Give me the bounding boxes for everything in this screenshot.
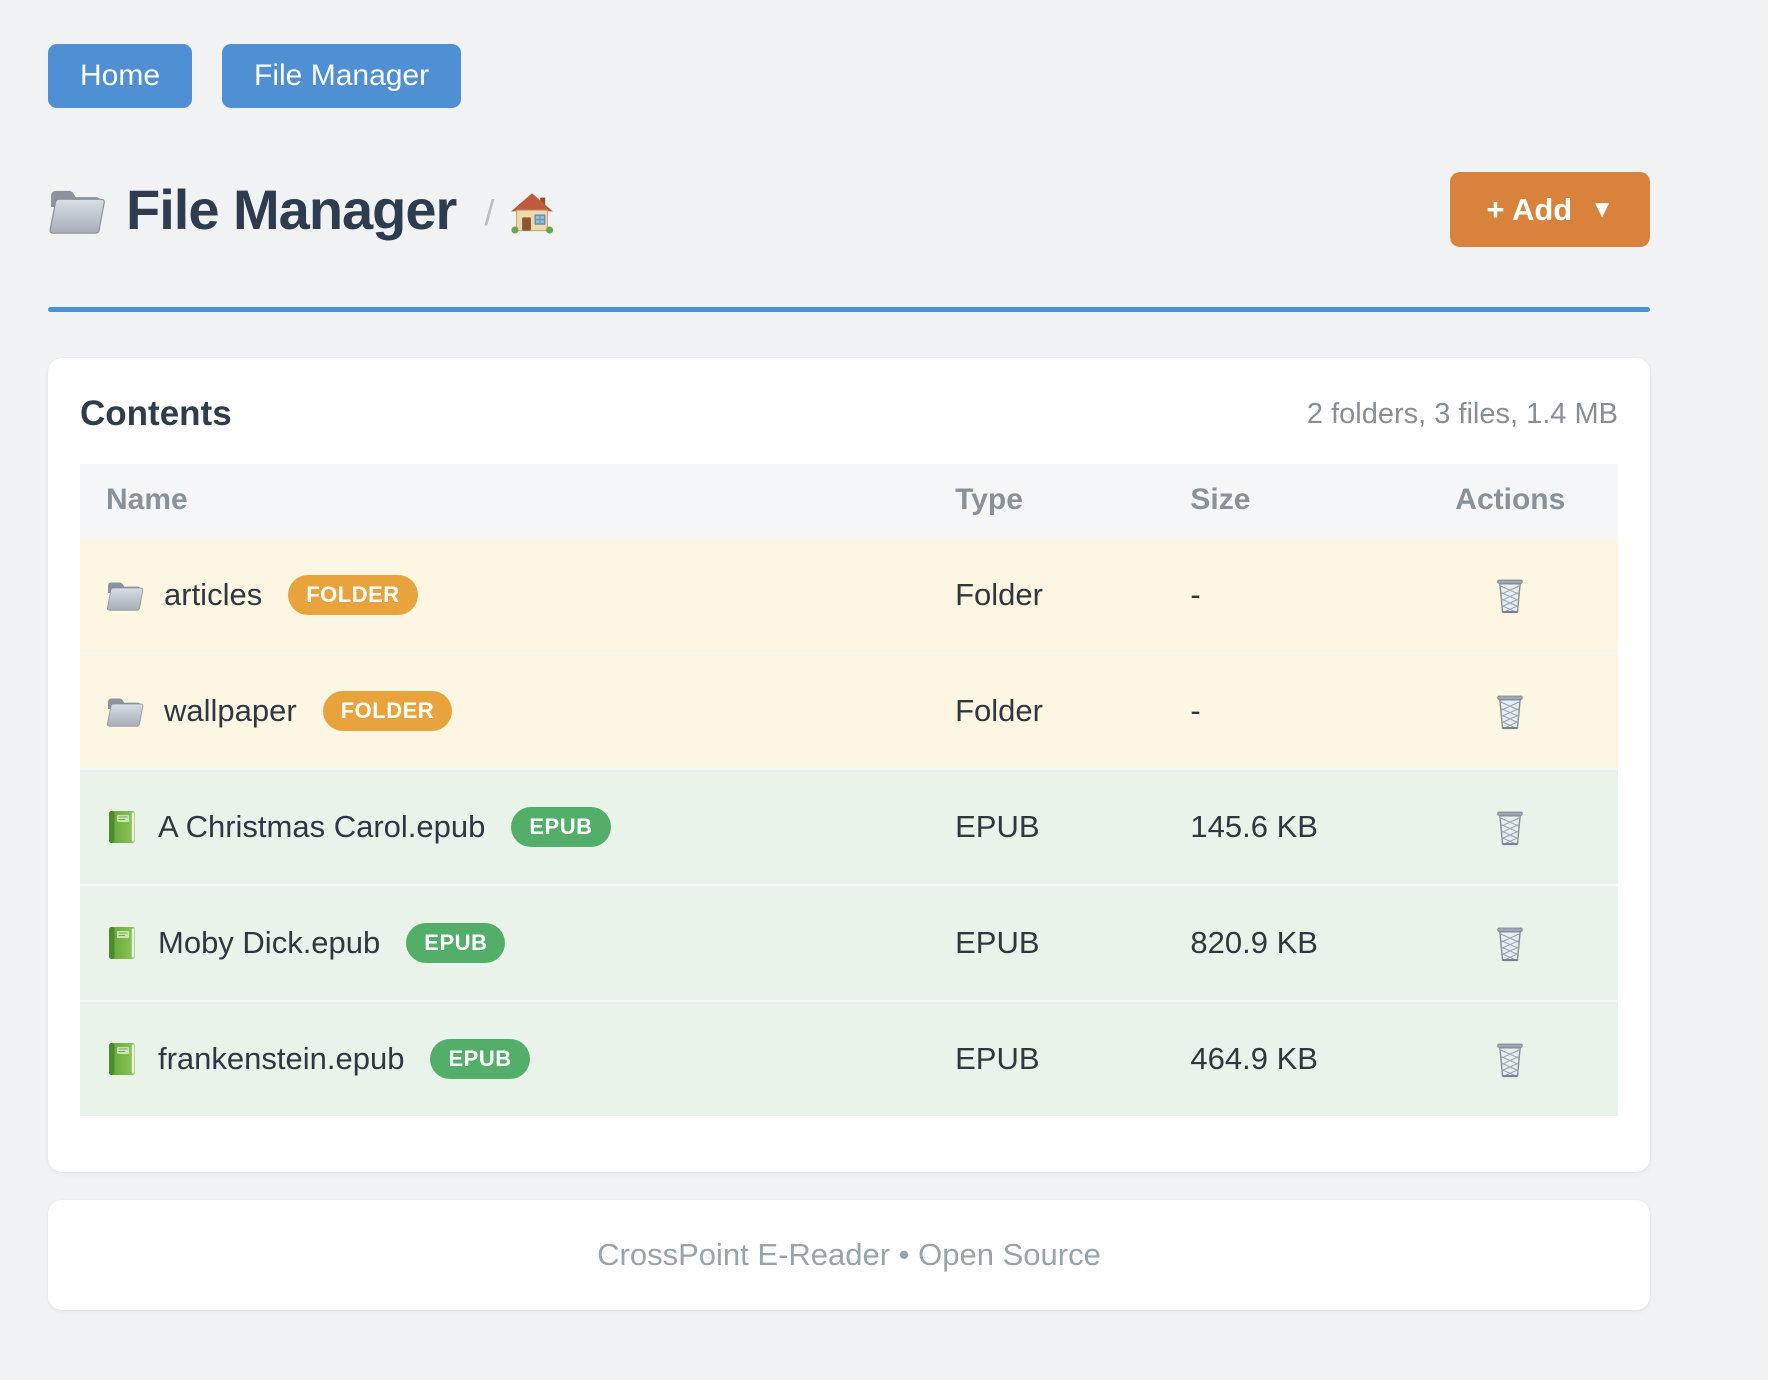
folder-icon (106, 579, 144, 611)
type-badge: FOLDER (288, 575, 418, 615)
page-header: File Manager / + Add ▼ (48, 172, 1650, 247)
delete-button[interactable] (1490, 805, 1530, 850)
trash-icon (1494, 809, 1526, 846)
type-cell: EPUB (955, 1041, 1040, 1076)
delete-button[interactable] (1490, 1037, 1530, 1082)
file-name: articles (164, 577, 263, 612)
type-cell: EPUB (955, 925, 1040, 960)
size-cell: - (1190, 693, 1201, 728)
type-badge: FOLDER (322, 691, 453, 731)
book-icon (106, 1041, 138, 1078)
add-button[interactable]: + Add ▼ (1450, 172, 1650, 247)
file-name: A Christmas Carol.epub (158, 809, 486, 844)
file-manager-button[interactable]: File Manager (222, 44, 462, 108)
trash-icon (1494, 693, 1526, 730)
folder-icon (48, 185, 106, 235)
delete-button[interactable] (1490, 921, 1530, 966)
type-badge: EPUB (430, 1039, 530, 1079)
column-header-type: Type (955, 483, 1023, 516)
file-table-header: Name Type Size Actions (80, 464, 1618, 536)
file-table: Name Type Size Actions articles FOLDER F… (80, 464, 1618, 1116)
type-badge: EPUB (406, 923, 506, 963)
size-cell: 820.9 KB (1190, 925, 1318, 960)
column-header-size: Size (1190, 483, 1251, 516)
table-row[interactable]: Moby Dick.epub EPUB EPUB 820.9 KB (80, 884, 1618, 1000)
top-nav: Home File Manager (48, 44, 1650, 108)
footer: CrossPoint E-Reader • Open Source (48, 1200, 1650, 1310)
footer-text: CrossPoint E-Reader • Open Source (597, 1237, 1101, 1272)
column-header-name: Name (106, 483, 188, 516)
column-header-actions: Actions (1455, 483, 1566, 516)
trash-icon (1494, 577, 1526, 614)
contents-card-header: Contents 2 folders, 3 files, 1.4 MB (80, 394, 1618, 434)
page-title: File Manager (126, 178, 457, 241)
trash-icon (1494, 925, 1526, 962)
table-row[interactable]: articles FOLDER Folder - (80, 536, 1618, 652)
table-row[interactable]: A Christmas Carol.epub EPUB EPUB 145.6 K… (80, 768, 1618, 884)
book-icon (106, 925, 138, 962)
size-cell: 464.9 KB (1190, 1041, 1318, 1076)
breadcrumb-separator: / (484, 191, 495, 233)
house-icon (510, 192, 554, 234)
contents-card: Contents 2 folders, 3 files, 1.4 MB Name… (48, 358, 1650, 1172)
file-name: Moby Dick.epub (158, 925, 381, 960)
contents-summary: 2 folders, 3 files, 1.4 MB (1306, 397, 1618, 430)
table-row[interactable]: wallpaper FOLDER Folder - (80, 652, 1618, 768)
folder-icon (106, 695, 144, 727)
breadcrumb-home-button[interactable] (510, 192, 554, 234)
type-cell: Folder (955, 577, 1043, 612)
type-badge: EPUB (511, 807, 611, 847)
contents-heading: Contents (80, 394, 232, 433)
page: Home File Manager File Manager / + Add ▼… (48, 0, 1650, 1310)
home-button[interactable]: Home (48, 44, 193, 108)
type-cell: EPUB (955, 809, 1040, 844)
size-cell: - (1190, 577, 1201, 612)
chevron-down-icon: ▼ (1590, 195, 1614, 223)
table-row[interactable]: frankenstein.epub EPUB EPUB 464.9 KB (80, 1000, 1618, 1116)
file-name: frankenstein.epub (158, 1041, 405, 1076)
type-cell: Folder (955, 693, 1043, 728)
trash-icon (1494, 1041, 1526, 1078)
book-icon (106, 809, 138, 846)
delete-button[interactable] (1490, 573, 1530, 618)
add-button-label: + Add (1486, 192, 1573, 227)
delete-button[interactable] (1490, 689, 1530, 734)
file-name: wallpaper (164, 693, 297, 728)
header-divider (48, 307, 1650, 312)
size-cell: 145.6 KB (1190, 809, 1318, 844)
